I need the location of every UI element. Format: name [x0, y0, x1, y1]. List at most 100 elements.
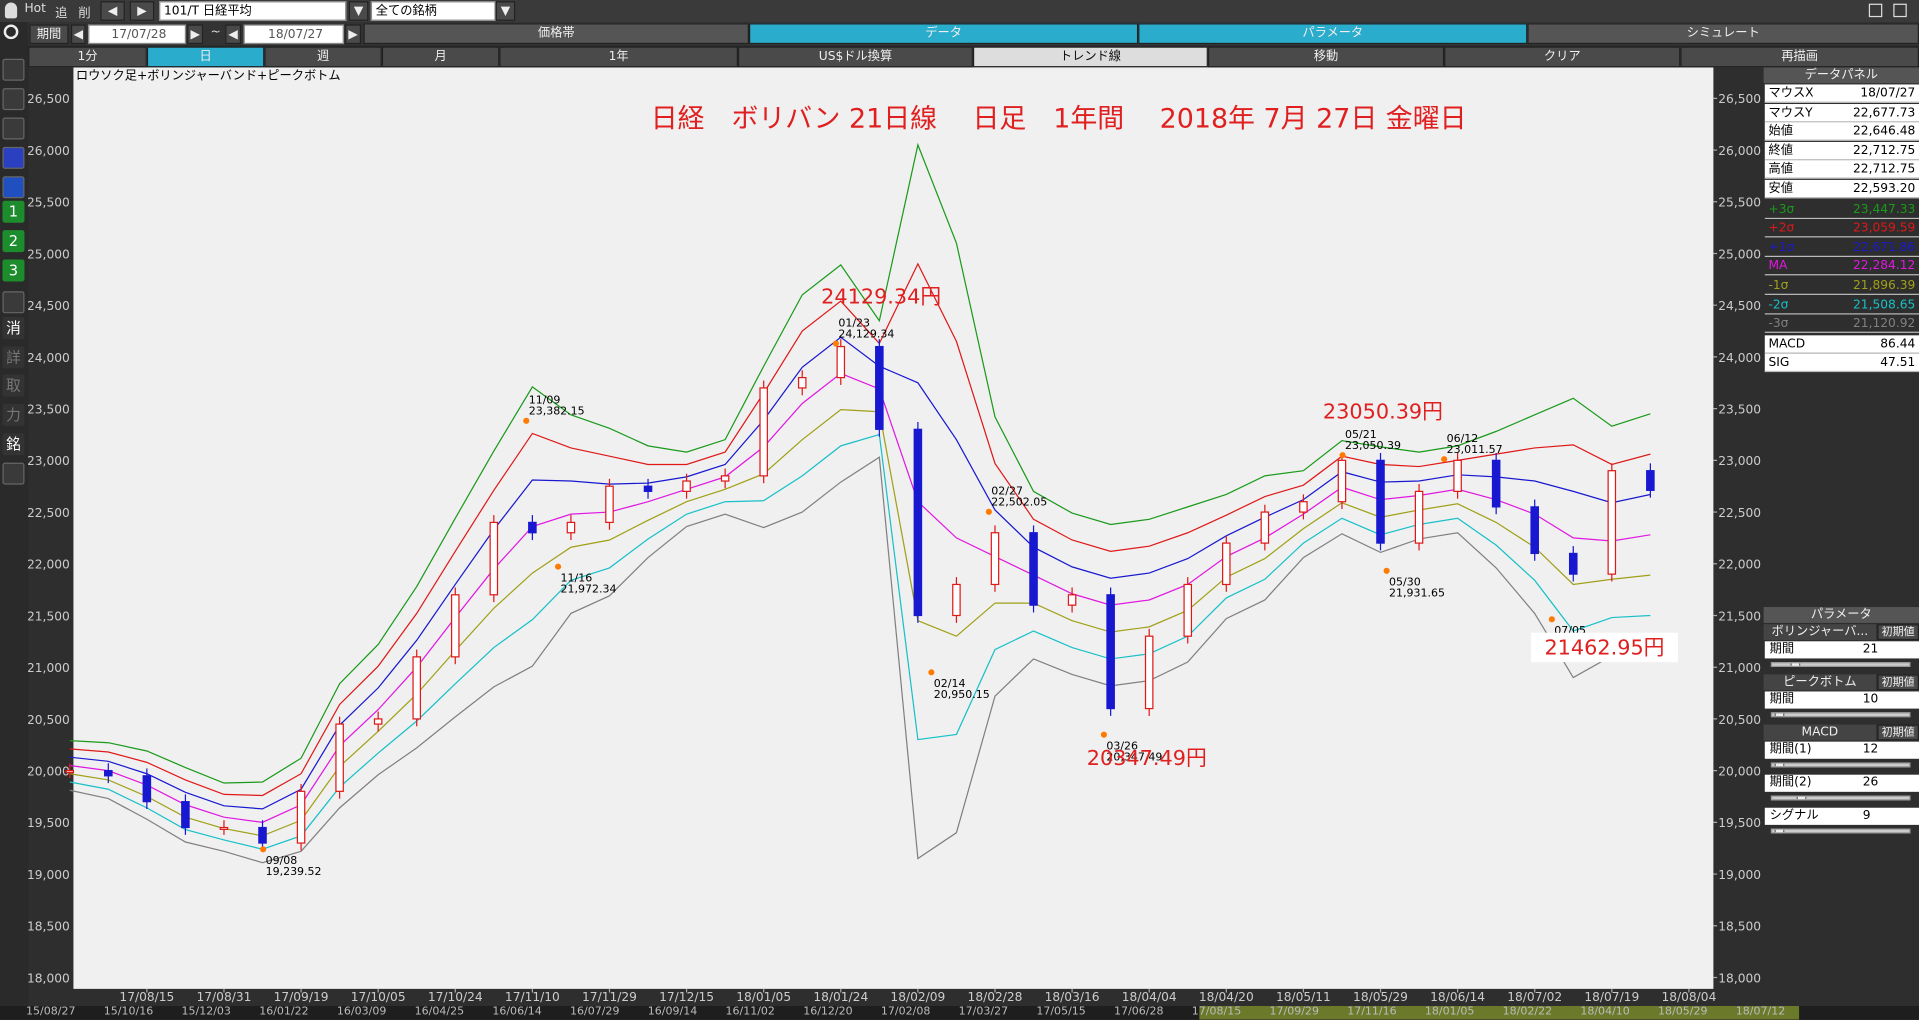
reset-button[interactable]: 初期値	[1877, 674, 1919, 691]
x-tick-label: 17/11/10	[505, 990, 560, 1004]
slider-thumb[interactable]	[1774, 829, 1785, 833]
minimize-button[interactable]	[1868, 3, 1883, 18]
timeframe-button[interactable]: 月	[381, 46, 500, 68]
hot-button[interactable]: Hot	[24, 2, 46, 16]
add-button[interactable]: 追	[55, 7, 68, 21]
timeframe-button[interactable]: 再描画	[1680, 46, 1919, 68]
tool-icon[interactable]	[2, 176, 25, 199]
tab[interactable]: シミュレート	[1527, 23, 1919, 45]
tool-icon[interactable]	[2, 291, 25, 314]
param-slider[interactable]	[1770, 662, 1911, 667]
from-prev[interactable]: ◀	[70, 24, 86, 45]
slider-thumb[interactable]	[1796, 796, 1807, 800]
y-tick-label: 26,000	[1718, 144, 1761, 158]
y-tick-label: 22,000	[1718, 558, 1761, 572]
y-tick-label: 21,500	[1718, 609, 1761, 623]
band-line	[69, 456, 1651, 864]
search-icon[interactable]	[3, 24, 19, 40]
maximize-button[interactable]	[1893, 3, 1907, 18]
timeframe-button[interactable]: US$ドル換算	[737, 46, 973, 68]
param-label: 期間(1)	[1769, 742, 1812, 757]
bulb-icon[interactable]	[4, 2, 18, 19]
row-value: 47.51	[1880, 356, 1916, 371]
candle	[875, 345, 884, 430]
side-icon[interactable]: 取	[2, 374, 25, 397]
peak-value: 19,239.52	[266, 865, 322, 878]
chart: ロウソク足+ボリンジャーバンド+ピークボトム 日経 ボリバン 21日線 日足 1…	[28, 67, 1764, 1007]
universe-select[interactable]: 全ての銘柄	[370, 1, 496, 21]
timeframe-button[interactable]: クリア	[1444, 46, 1681, 68]
candle	[952, 583, 961, 617]
next-button[interactable]: ▶	[129, 1, 155, 21]
reset-button[interactable]: 初期値	[1877, 624, 1919, 641]
param-slider[interactable]	[1770, 828, 1911, 834]
symbol-select[interactable]: 101/T 日経平均	[159, 1, 347, 21]
candle	[1183, 583, 1193, 637]
side-icon[interactable]: 2	[2, 230, 25, 253]
band-line	[69, 433, 1651, 850]
param-slider[interactable]	[1770, 762, 1911, 768]
scroll-thumb[interactable]	[1199, 1006, 1800, 1020]
band-line	[69, 336, 1651, 810]
tab[interactable]: データ	[748, 23, 1139, 45]
scroll-date: 16/03/09	[336, 1006, 387, 1019]
tool-icon[interactable]	[2, 146, 25, 169]
param-label: 期間(2)	[1769, 775, 1812, 790]
side-icon[interactable]: 1	[2, 200, 25, 223]
scroll-date: 16/09/14	[647, 1006, 698, 1019]
y-tick-label-left: 23,500	[28, 403, 70, 417]
y-tick-label: 23,000	[1718, 454, 1761, 468]
peak-date: 11/09	[529, 394, 561, 407]
row-label: SIG	[1768, 356, 1790, 371]
reset-button[interactable]: 初期値	[1877, 724, 1919, 741]
peak-marker	[985, 508, 992, 515]
peak-marker	[1339, 452, 1346, 459]
timeframe-button[interactable]: 1分	[28, 46, 147, 68]
x-tick-label: 18/08/04	[1661, 990, 1716, 1004]
panel-header: パラメータ	[1763, 607, 1919, 623]
from-date[interactable]: 17/07/28	[88, 24, 187, 45]
tool-icon[interactable]	[2, 58, 25, 81]
to-date[interactable]: 18/07/27	[243, 24, 344, 45]
y-tick-label-left: 20,500	[28, 713, 70, 727]
slider-thumb[interactable]	[1774, 713, 1785, 716]
scroll-date: 18/04/10	[1580, 1006, 1630, 1019]
tool-icon[interactable]	[2, 117, 25, 140]
param-row: 期間(2) 26	[1764, 774, 1919, 792]
to-next[interactable]: ▶	[345, 24, 362, 45]
candle	[296, 790, 306, 844]
timeframe-button[interactable]: 移動	[1207, 46, 1445, 68]
slider-thumb[interactable]	[1774, 763, 1785, 767]
tool-icon[interactable]	[2, 88, 25, 111]
side-icon[interactable]: 消	[2, 316, 25, 340]
candle	[412, 656, 422, 720]
tab[interactable]: パラメータ	[1138, 23, 1528, 45]
universe-dropdown[interactable]: ▼	[495, 1, 516, 21]
timeframe-button[interactable]: 1年	[499, 46, 738, 68]
x-tick-label: 17/08/31	[197, 990, 252, 1004]
delete-button[interactable]: 削	[78, 7, 91, 21]
side-icon[interactable]: 詳	[2, 346, 25, 369]
timeframe-button[interactable]: トレンド線	[972, 46, 1208, 68]
symbol-dropdown[interactable]: ▼	[348, 1, 369, 21]
side-icon[interactable]: 銘	[2, 433, 25, 456]
candle	[142, 775, 152, 803]
from-next[interactable]: ▶	[187, 24, 204, 45]
tab[interactable]: 価格帯	[363, 23, 749, 45]
timeframe-button[interactable]: 週	[264, 46, 382, 68]
y-tick-label-left: 21,000	[28, 661, 70, 675]
chart-subtitle: ロウソク足+ボリンジャーバンド+ピークボトム	[76, 69, 341, 83]
panel-header: データパネル	[1763, 67, 1919, 84]
param-slider[interactable]	[1770, 712, 1911, 718]
peak-marker	[1548, 616, 1555, 623]
prev-button[interactable]: ◀	[100, 1, 125, 21]
row-label: マウスX	[1768, 86, 1814, 101]
param-slider[interactable]	[1770, 795, 1911, 801]
side-icon[interactable]: 3	[2, 259, 25, 282]
side-icon[interactable]: 力	[2, 403, 25, 426]
to-prev[interactable]: ◀	[225, 24, 242, 45]
timeframe-button[interactable]: 日	[146, 46, 265, 68]
scroll-bar[interactable]: 15/08/27 15/10/16 15/12/03 16/01/22 16/03/09…	[0, 1006, 1919, 1020]
tool-icon[interactable]	[2, 462, 25, 485]
slider-thumb[interactable]	[1790, 663, 1801, 666]
